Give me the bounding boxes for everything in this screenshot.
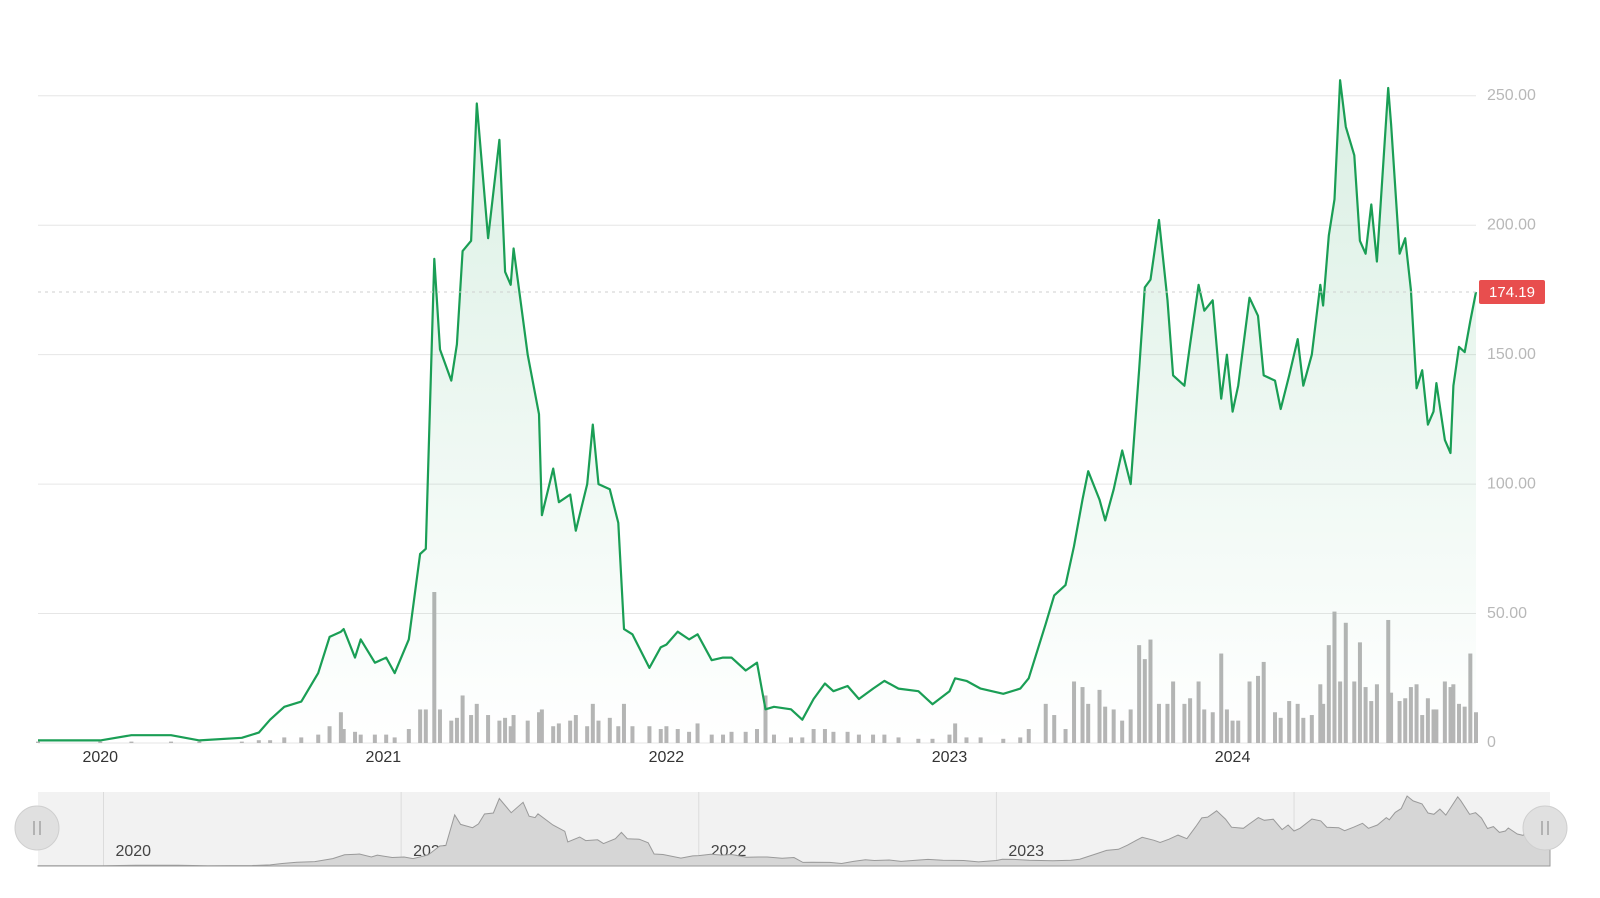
y-tick-label: 150.00 [1487,346,1536,363]
navigator-label: 2023 [1008,843,1044,860]
x-tick-label: 2021 [366,749,402,766]
x-tick-label: 2022 [649,749,685,766]
navigator-handle [1522,805,1568,851]
handle-circle [14,805,60,851]
navigator-area [37,795,1551,867]
y-tick-label: 50.00 [1487,605,1527,622]
y-tick-label: 250.00 [1487,87,1536,104]
handle-circle [1522,805,1568,851]
last-value-label: 174.19 [1489,284,1535,301]
last-value-tag [1479,280,1545,305]
navigator-handle [14,805,60,851]
x-tick-label: 2024 [1215,749,1251,766]
y-tick-label: 100.00 [1487,475,1536,492]
navigator-label: 2020 [115,843,151,860]
y-tick-label: 0 [1487,734,1496,751]
x-tick-label: 2023 [932,749,968,766]
x-tick-label: 2020 [82,749,118,766]
price-area [38,80,1476,743]
price-line [38,79,1478,742]
y-tick-label: 200.00 [1487,216,1536,233]
